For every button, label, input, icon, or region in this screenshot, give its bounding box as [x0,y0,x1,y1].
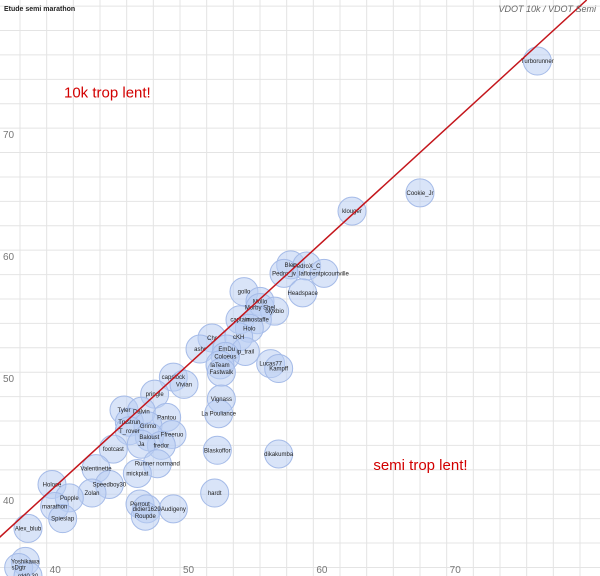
annotation-10k-slow: 10k trop lent! [64,85,151,102]
x-tick-label: 60 [316,565,328,576]
data-point-label: didier1629 [133,507,162,513]
data-point [337,196,367,226]
data-point-label: fredor [153,443,169,449]
data-point-label: Runner normand [135,462,180,468]
data-point-label: laflorentpicourtville [299,271,349,277]
data-point-label: Fastwalk [209,370,234,376]
data-point-label: Perrout [130,502,150,508]
data-point [130,501,160,531]
y-tick-label: 50 [3,374,15,385]
annotation-half-slow: semi trop lent! [373,457,467,474]
data-point-label: EmDu [218,347,235,353]
data-point-label: Audigeny [161,507,186,513]
data-point-label: Spieslap [51,517,75,523]
data-point [288,278,318,308]
data-point-label: hardt [208,491,222,497]
data-point-label: Dalvin [133,409,150,415]
data-point-label: Yoshikawa [11,559,40,565]
data-point-label: PedroX_C [293,264,321,270]
data-point [264,439,294,469]
chart-subtitle: VDOT 10k / VDOT Semi [498,4,597,14]
data-point-label: captain [230,318,249,324]
data-point-label: Turborunner [521,59,554,65]
data-point-label: Grimo [140,424,157,430]
tick-labels: 40 50 60 70 40 50 60 70 [3,130,461,576]
data-point [122,458,152,488]
y-tick-label: 60 [3,252,15,263]
chart-title: Etude semi marathon [4,6,75,13]
data-point-label: Zolan [84,491,99,497]
data-point [48,504,78,534]
x-tick-label: 50 [183,565,195,576]
data-point-label: Lucas77 [259,362,282,368]
data-point-label: sDgtr [11,565,25,571]
data-point-label: Headspace [287,291,318,297]
data-point-label: mostaffe [246,318,270,324]
data-point [13,561,43,576]
data-point [204,399,234,429]
data-point-label: Morby Shel [245,306,275,312]
data-point-label: Pantou [157,415,176,421]
data-point-label: Ja [138,442,145,448]
data-point-label: mickpiat [126,471,148,477]
x-tick-label: 70 [450,565,462,576]
data-point-label: Vignass [211,397,232,403]
data-point [200,478,230,508]
data-point-label: Holo [243,326,256,332]
data-point-label: klouger [342,209,362,215]
data-point-label: Alex_blub [15,526,42,532]
data-point-label: Mollo [253,299,268,305]
data-point-label: ip_trail [236,349,254,355]
data-point-label: laTeam [210,363,229,369]
data-point-label: cKH [233,335,244,341]
data-point-label: Roupde [135,514,157,520]
data-point-label: Trustrun [118,420,140,426]
data-point-label: marathon [42,504,67,510]
data-point-label: Holoce [43,482,62,488]
data-point [264,354,294,384]
data-point [522,46,552,76]
data-point [169,369,199,399]
data-point-label: Kampff [269,367,288,373]
data-point-label: rdd0.30 [18,574,39,576]
data-point-label: Popple [60,496,79,502]
data-point [98,434,128,464]
data-point-label: olyxbio [265,309,284,315]
bubbles: TurborunnerCookie_JrklougerBleuPedroX_CP… [4,46,554,576]
data-point-label: T_rover [119,429,140,435]
data-point-label: Speedboy30 [92,482,126,488]
diagonal-line [0,0,588,538]
data-point [13,513,43,543]
data-point-label: Blaskoffor [204,448,231,454]
data-point-label: dikakumba [264,452,294,458]
data-point-label: Valentinette [80,467,112,473]
data-point-label: footcast [103,447,124,453]
data-point-label: Baloust [139,435,159,441]
data-point-label: Tyler [117,408,130,414]
data-point [269,258,299,288]
y-tick-label: 70 [3,130,15,141]
data-point-label: Bleu [285,263,297,269]
data-point [202,435,232,465]
data-point [309,258,339,288]
data-point-label: Cookie_Jr [406,191,433,197]
data-point [126,429,156,459]
data-point-label: Pedro_jv [272,271,296,277]
data-point-label: ashr [194,347,206,353]
data-point-label: La Pouliance [201,412,236,418]
data-point-label: Coloeus [214,354,236,360]
data-point [405,178,435,208]
data-point-label: Chr [207,336,217,342]
y-tick-label: 40 [3,496,15,507]
data-point-label: Ffreeruo [161,432,184,438]
data-point-label: Vivian [176,382,192,388]
x-tick-label: 40 [50,565,62,576]
data-point-label: gollo [238,290,251,296]
